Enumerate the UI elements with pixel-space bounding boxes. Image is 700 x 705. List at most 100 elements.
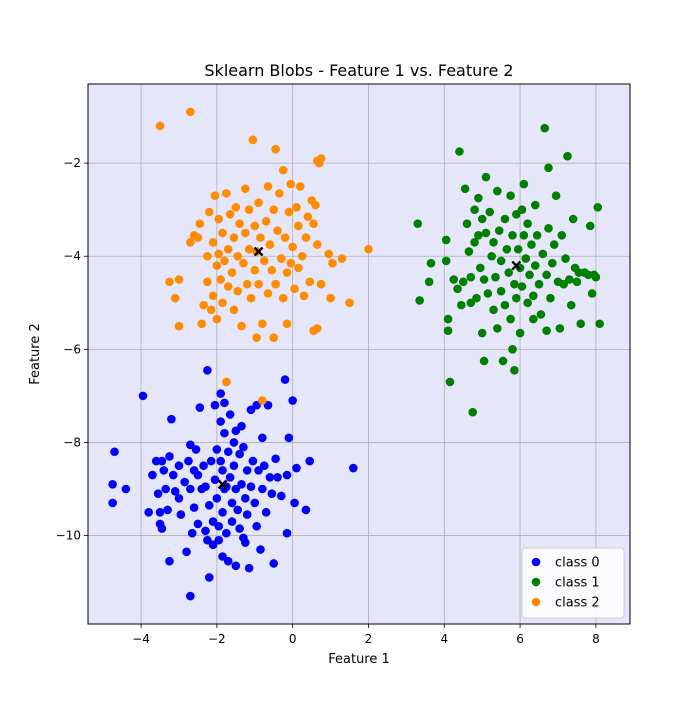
data-point bbox=[475, 263, 485, 273]
data-point bbox=[530, 261, 540, 270]
data-point bbox=[167, 414, 176, 424]
axis-ticks: −4 −2 0 2 4 6 8 −10 −8 −6 −4 −2 bbox=[56, 156, 600, 646]
data-point bbox=[216, 456, 225, 466]
data-point bbox=[595, 319, 604, 329]
data-point bbox=[288, 242, 297, 252]
data-point bbox=[227, 517, 237, 526]
data-point bbox=[297, 251, 307, 261]
data-point bbox=[204, 573, 214, 582]
center-marker bbox=[253, 246, 264, 257]
data-point bbox=[240, 184, 250, 194]
data-point bbox=[248, 135, 258, 145]
x-tick-label: 2 bbox=[365, 632, 373, 646]
legend-marker bbox=[531, 577, 541, 587]
data-point bbox=[273, 473, 282, 482]
center-stroke bbox=[511, 260, 522, 271]
data-point bbox=[506, 314, 515, 324]
data-point bbox=[191, 445, 201, 454]
data-point bbox=[208, 237, 218, 247]
data-point bbox=[585, 221, 595, 231]
data-point bbox=[244, 205, 254, 214]
legend: class 0 class 1 class 2 bbox=[521, 547, 625, 619]
data-point bbox=[210, 191, 220, 201]
data-point bbox=[240, 538, 250, 547]
data-point bbox=[288, 396, 297, 405]
data-point bbox=[174, 321, 184, 331]
data-point bbox=[225, 473, 235, 482]
data-point bbox=[263, 400, 273, 410]
data-point bbox=[445, 377, 455, 387]
data-point bbox=[223, 447, 233, 457]
data-point bbox=[269, 205, 279, 214]
data-point bbox=[206, 305, 216, 315]
data-point bbox=[259, 461, 269, 471]
data-point bbox=[563, 151, 572, 161]
data-point bbox=[189, 503, 199, 512]
data-point bbox=[195, 403, 205, 412]
data-point bbox=[324, 249, 333, 259]
data-point bbox=[263, 182, 273, 191]
data-point bbox=[337, 254, 347, 263]
data-point bbox=[165, 277, 174, 287]
data-point bbox=[576, 319, 586, 329]
legend-marker bbox=[531, 557, 541, 567]
data-point bbox=[364, 244, 373, 254]
data-point bbox=[235, 449, 244, 459]
data-point bbox=[496, 286, 506, 296]
data-point bbox=[453, 284, 462, 294]
data-point bbox=[479, 275, 489, 284]
data-point bbox=[593, 203, 603, 212]
data-point bbox=[186, 591, 195, 601]
data-point bbox=[218, 552, 227, 561]
data-point bbox=[233, 505, 243, 515]
data-point bbox=[265, 240, 275, 249]
data-point bbox=[472, 293, 481, 303]
data-point bbox=[566, 300, 576, 310]
data-point bbox=[155, 507, 165, 517]
data-point bbox=[258, 433, 267, 443]
data-point bbox=[138, 391, 148, 401]
data-point bbox=[269, 559, 279, 568]
data-point bbox=[220, 398, 229, 408]
data-point bbox=[204, 500, 214, 510]
data-point bbox=[474, 193, 483, 203]
data-point bbox=[212, 494, 222, 503]
data-point bbox=[572, 277, 582, 287]
data-point bbox=[292, 203, 301, 212]
y-tick-label: −4 bbox=[63, 249, 81, 263]
x-tick-label: 6 bbox=[516, 632, 524, 646]
data-point bbox=[203, 535, 212, 545]
data-point bbox=[186, 484, 195, 494]
data-point bbox=[426, 258, 436, 268]
data-point bbox=[227, 498, 237, 508]
x-axis-label: Feature 1 bbox=[328, 652, 390, 667]
data-point bbox=[481, 228, 491, 238]
data-point bbox=[201, 526, 210, 536]
data-point bbox=[239, 258, 248, 268]
data-point bbox=[271, 454, 280, 464]
data-point bbox=[286, 258, 296, 268]
data-point bbox=[500, 300, 510, 310]
data-point bbox=[443, 314, 453, 324]
data-point bbox=[250, 221, 260, 231]
data-point bbox=[529, 291, 538, 301]
data-point bbox=[258, 319, 267, 329]
data-point bbox=[557, 230, 567, 240]
data-point bbox=[290, 498, 299, 508]
data-point bbox=[242, 279, 252, 289]
data-point bbox=[443, 326, 453, 336]
data-point bbox=[275, 189, 284, 198]
data-point bbox=[244, 563, 254, 573]
data-point bbox=[212, 445, 222, 454]
data-point bbox=[290, 284, 299, 294]
data-point bbox=[231, 203, 241, 212]
data-point bbox=[540, 123, 550, 133]
legend-marker bbox=[531, 597, 541, 607]
data-point bbox=[233, 286, 243, 296]
data-point bbox=[267, 265, 277, 275]
data-point bbox=[477, 328, 487, 338]
data-point bbox=[508, 345, 517, 354]
data-point bbox=[203, 251, 212, 261]
data-point bbox=[489, 305, 498, 315]
data-point bbox=[466, 298, 476, 308]
